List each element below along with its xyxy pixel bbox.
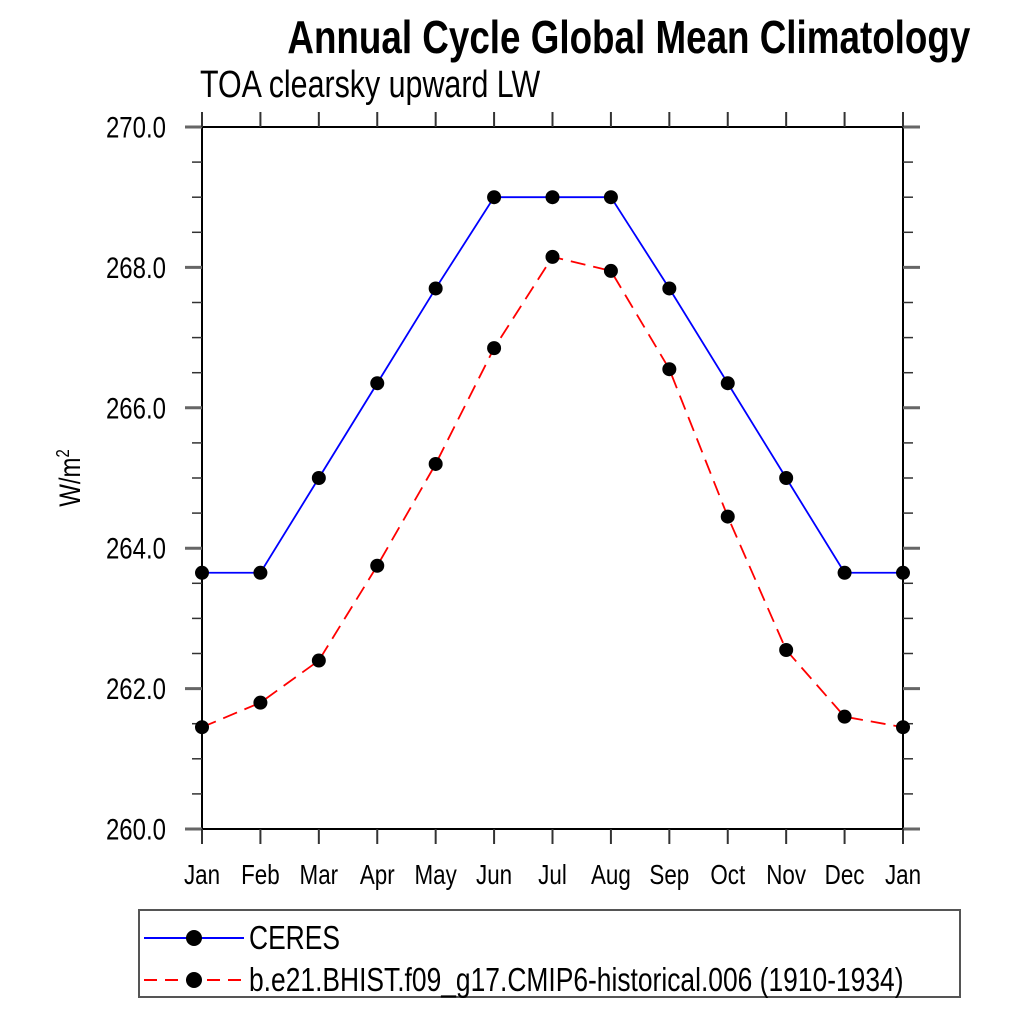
y-tick-label: 270.0 (106, 110, 166, 144)
legend-item-model: b.e21.BHIST.f09_g17.CMIP6-historical.006… (144, 963, 1024, 996)
y-tick-label: 264.0 (106, 531, 166, 565)
data-point (603, 190, 618, 205)
y-tick-label: 262.0 (106, 671, 166, 705)
x-tick-label: Mar (300, 860, 339, 891)
data-point (837, 565, 852, 580)
x-tick-label: Jun (476, 860, 512, 891)
data-point (428, 456, 443, 471)
data-point (370, 376, 385, 391)
data-point (311, 471, 326, 485)
data-point (370, 558, 385, 573)
data-point (253, 695, 268, 710)
data-point (253, 565, 268, 580)
data-point (662, 362, 677, 377)
x-tick-label: Feb (241, 860, 280, 891)
data-point (195, 565, 209, 580)
data-point (428, 281, 443, 296)
data-point (487, 341, 502, 356)
x-tick-label: Jul (538, 860, 567, 891)
legend-label-ceres: CERES (249, 919, 340, 956)
data-point (603, 263, 618, 278)
y-tick-label: 266.0 (106, 391, 166, 425)
x-tick-label: Dec (825, 860, 865, 891)
data-point (837, 709, 852, 724)
legend-marker-icon (186, 971, 202, 988)
y-tick-label: 268.0 (106, 250, 166, 284)
data-point (779, 642, 794, 657)
x-tick-label: May (415, 860, 458, 891)
data-point (545, 249, 560, 264)
x-tick-label: Nov (766, 860, 806, 891)
series-line-1 (201, 255, 904, 729)
y-tick-label: 260.0 (106, 812, 166, 846)
x-tick-label: Aug (591, 860, 631, 891)
chart-subtitle: TOA clearsky upward LW (200, 64, 625, 106)
x-tick-label: Apr (360, 860, 395, 891)
data-point (487, 190, 502, 205)
legend-sample-ceres (144, 929, 244, 947)
plot-frame (201, 126, 904, 830)
data-point (545, 190, 560, 205)
chart-subtitle-text: TOA clearsky upward LW (200, 64, 541, 106)
legend-label-model: b.e21.BHIST.f09_g17.CMIP6-historical.006… (249, 961, 904, 998)
data-point (662, 281, 677, 296)
data-point (779, 471, 794, 485)
legend-item-ceres: CERES (144, 921, 363, 954)
legend-sample-model (144, 971, 244, 989)
data-point (311, 653, 326, 668)
x-tick-label: Oct (710, 860, 745, 891)
data-point (195, 720, 209, 735)
legend-marker-icon (186, 929, 202, 946)
chart-title: Annual Cycle Global Mean Climatology (202, 13, 970, 62)
data-point (720, 376, 735, 391)
data-point (896, 720, 910, 735)
chart-title-text: Annual Cycle Global Mean Climatology (287, 11, 971, 63)
legend: CERES b.e21.BHIST.f09_g17.CMIP6-historic… (138, 909, 961, 998)
data-point (720, 509, 735, 524)
x-tick-label: Jan (885, 860, 921, 891)
x-tick-label: Sep (649, 860, 689, 891)
data-point (896, 565, 910, 580)
x-tick-label: Jan (184, 860, 220, 891)
